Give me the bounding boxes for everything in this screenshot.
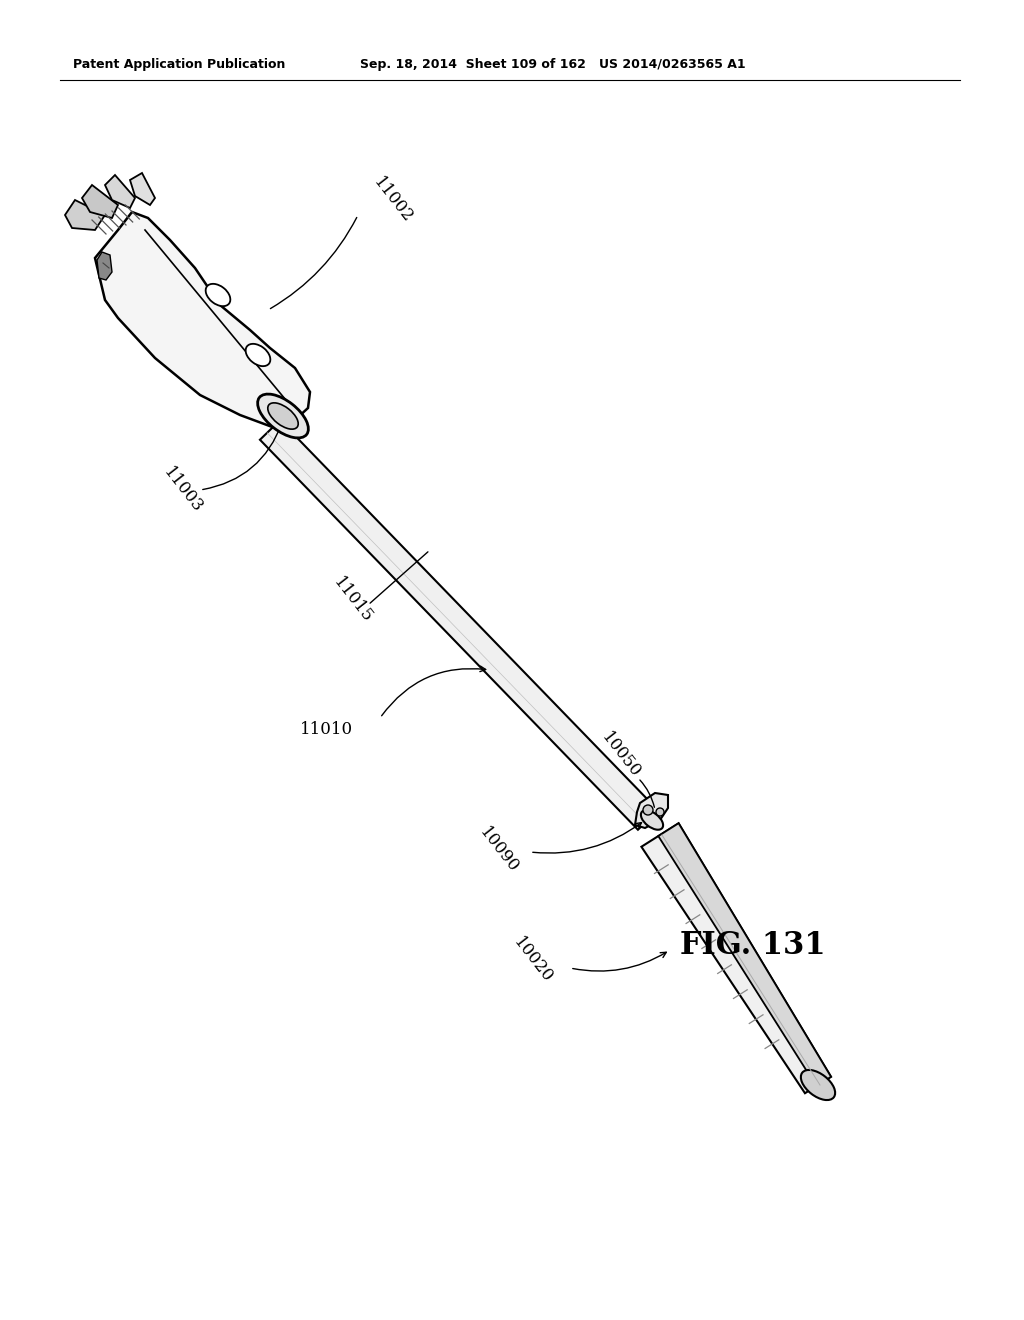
Ellipse shape: [801, 1071, 836, 1100]
Text: 11015: 11015: [330, 574, 376, 626]
Ellipse shape: [246, 343, 270, 366]
Text: 11003: 11003: [160, 463, 206, 516]
Text: 10090: 10090: [476, 824, 522, 876]
Text: Patent Application Publication: Patent Application Publication: [73, 58, 286, 71]
Polygon shape: [65, 201, 105, 230]
Text: FIG. 131: FIG. 131: [680, 931, 825, 961]
Circle shape: [656, 808, 664, 816]
Circle shape: [643, 805, 653, 814]
Text: 11002: 11002: [370, 174, 416, 226]
Polygon shape: [105, 176, 135, 209]
Ellipse shape: [258, 395, 308, 438]
Ellipse shape: [641, 810, 664, 830]
Polygon shape: [260, 420, 658, 830]
Polygon shape: [95, 213, 310, 428]
Text: 10020: 10020: [510, 933, 556, 986]
Text: 11010: 11010: [300, 722, 353, 738]
Polygon shape: [82, 185, 118, 218]
Ellipse shape: [206, 284, 230, 306]
Polygon shape: [658, 824, 831, 1086]
Text: Sep. 18, 2014  Sheet 109 of 162   US 2014/0263565 A1: Sep. 18, 2014 Sheet 109 of 162 US 2014/0…: [360, 58, 745, 71]
Polygon shape: [130, 173, 155, 205]
Polygon shape: [641, 824, 831, 1093]
Polygon shape: [97, 252, 112, 280]
Text: 10050: 10050: [598, 729, 644, 781]
Polygon shape: [635, 793, 668, 828]
Ellipse shape: [267, 403, 298, 429]
